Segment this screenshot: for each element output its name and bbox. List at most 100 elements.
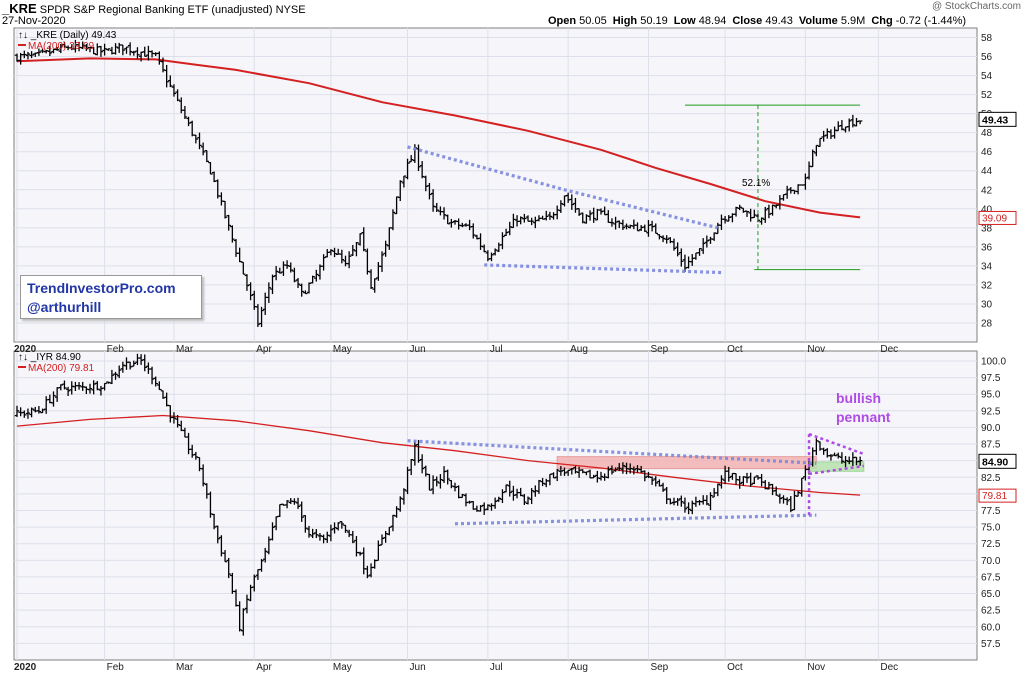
ohlc-bar-bottom: [555, 468, 560, 482]
ohlc-bar-bottom: [401, 488, 407, 505]
ohlc-bar-bottom: [29, 407, 34, 418]
ohlc-bar-bottom: [222, 550, 228, 563]
ohlc-bar-top: [273, 265, 279, 281]
ohlc-bar-top: [817, 137, 823, 148]
ohlc-bar-top: [697, 248, 702, 256]
ohlc-bar-bottom: [492, 497, 498, 509]
y-tick-label-bottom: 70.0: [981, 556, 1001, 567]
y-tick-label-top: 54: [981, 71, 993, 82]
quote-chg: Chg -0.72 (-1.44%): [871, 15, 967, 27]
x-tick-label-top: Jul: [490, 344, 503, 355]
ohlc-bar-top: [346, 251, 352, 269]
ohlc-bar-bottom: [737, 475, 742, 489]
ohlc-bar-top: [47, 46, 53, 57]
ohlc-bar-top: [124, 46, 129, 54]
ohlc-bar-top: [292, 267, 297, 283]
ohlc-bar-bottom: [503, 484, 509, 493]
ohlc-bar-bottom: [259, 558, 264, 572]
ohlc-bar-top: [584, 214, 589, 224]
y-tick-label-bottom: 75.0: [981, 523, 1001, 534]
ohlc-bar-bottom: [843, 456, 848, 468]
ohlc-bar-top: [766, 204, 772, 219]
quote-close: Close 49.43: [732, 15, 793, 27]
ohlc-bar-top: [361, 227, 366, 252]
y-tick-label-top: 32: [981, 280, 993, 291]
ohlc-bar-top: [653, 223, 658, 234]
ohlc-bar-bottom: [788, 496, 793, 513]
ohlc-bar-top: [164, 64, 169, 88]
ohlc-bar-bottom: [357, 551, 363, 556]
ohlc-bar-bottom: [452, 482, 458, 492]
brand-website[interactable]: TrendInvestorPro.com: [27, 280, 176, 296]
ohlc-bar-top: [168, 75, 173, 88]
ohlc-bar-top: [482, 244, 487, 253]
ohlc-bar-bottom: [814, 438, 819, 456]
ohlc-bar-top: [752, 209, 757, 219]
ohlc-bar-top: [193, 134, 199, 144]
ohlc-bar-bottom: [529, 488, 534, 505]
ohlc-bar-bottom: [336, 522, 341, 531]
ohlc-bar-top: [175, 89, 180, 102]
ohlc-bar-top: [328, 249, 334, 256]
quote-volume: Volume 5.9M: [798, 15, 866, 27]
ohlc-bar-bottom: [76, 382, 82, 390]
y-tick-label-top: 42: [981, 185, 993, 196]
ohlc-bar-top: [222, 200, 228, 219]
ohlc-bar-top: [98, 45, 104, 57]
ohlc-bar-top: [770, 204, 775, 216]
ohlc-bar-bottom: [617, 463, 622, 472]
ohlc-bar-bottom: [606, 466, 611, 479]
ohlc-bar-bottom: [558, 466, 564, 476]
ohlc-bar-bottom: [649, 476, 655, 485]
x-tick-label-bottom: Jun: [410, 662, 426, 673]
ohlc-bar-bottom: [551, 472, 556, 479]
ohlc-bar-bottom: [211, 513, 217, 530]
y-tick-label-top: 56: [981, 52, 993, 63]
ohlc-bar-top: [576, 208, 582, 216]
ohlc-bar-top: [102, 43, 107, 56]
ohlc-bar-bottom: [62, 380, 67, 390]
ohlc-bar-bottom: [741, 476, 746, 486]
x-tick-label-top: Aug: [570, 344, 588, 355]
ohlc-bar-bottom: [704, 495, 710, 506]
ohlc-bar-top: [449, 218, 454, 228]
ohlc-bar-bottom: [613, 467, 618, 472]
ohlc-bar-bottom: [117, 365, 122, 379]
ohlc-bar-top: [419, 161, 425, 179]
ohlc-bar-bottom: [642, 470, 647, 482]
ohlc-bar-bottom: [774, 486, 779, 496]
ohlc-bar-top: [303, 290, 308, 295]
ohlc-bar-top: [558, 200, 564, 213]
ohlc-bar-bottom: [507, 480, 512, 497]
trendline-bottom: [454, 513, 817, 526]
ohlc-bar-bottom: [295, 497, 301, 509]
ohlc-bar-top: [445, 214, 450, 225]
ohlc-bar-top: [368, 269, 374, 290]
x-tick-label-bottom: Jul: [490, 662, 503, 673]
ohlc-bar-top: [427, 182, 432, 200]
ohlc-bar-bottom: [434, 476, 439, 487]
ohlc-bar-bottom: [292, 498, 297, 505]
ohlc-bar-top: [299, 283, 304, 297]
ohlc-bar-top: [587, 210, 593, 221]
ohlc-bar-top: [91, 46, 96, 55]
ohlc-bar-bottom: [58, 384, 63, 391]
ohlc-bar-top: [733, 206, 739, 217]
ohlc-bar-bottom: [365, 565, 370, 579]
x-tick-label-bottom: May: [333, 662, 352, 673]
ohlc-bar-bottom: [157, 381, 162, 391]
ohlc-bar-bottom: [631, 466, 637, 475]
x-tick-label-top: Nov: [807, 344, 825, 355]
ohlc-bar-top: [664, 235, 669, 244]
ohlc-bar-bottom: [339, 521, 345, 529]
ohlc-bar-top: [379, 251, 385, 272]
ohlc-bar-bottom: [726, 466, 731, 482]
ohlc-bar-top: [821, 130, 826, 142]
y-tick-label-bottom: 95.0: [981, 390, 1001, 401]
ohlc-bar-top: [847, 118, 852, 132]
brand-handle[interactable]: @arthurhill: [27, 299, 102, 315]
ohlc-bar-bottom: [91, 380, 96, 395]
ohlc-bar-top: [113, 43, 118, 55]
ohlc-bar-top: [430, 189, 436, 212]
ohlc-bar-top: [857, 120, 863, 125]
